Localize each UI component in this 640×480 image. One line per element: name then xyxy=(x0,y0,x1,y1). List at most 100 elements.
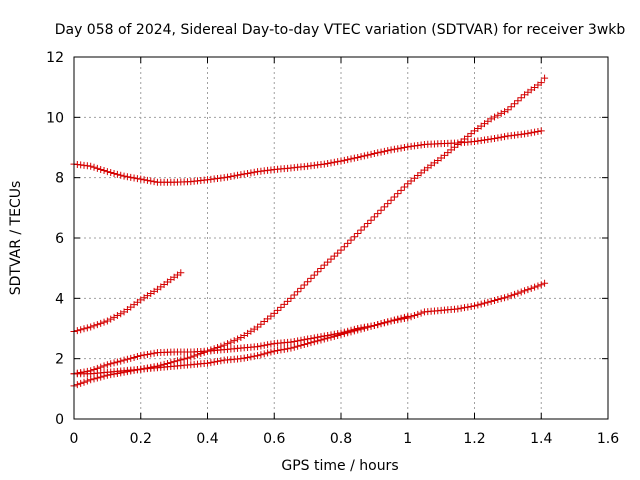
data-point-marker xyxy=(387,317,395,325)
data-point-marker xyxy=(250,168,258,176)
y-tick-label: 8 xyxy=(55,171,64,187)
data-point-marker xyxy=(327,333,335,341)
data-point-marker xyxy=(320,160,328,168)
data-point-marker xyxy=(400,313,408,321)
y-tick-label: 10 xyxy=(46,110,64,126)
data-point-marker xyxy=(304,278,312,286)
data-point-marker xyxy=(137,175,145,183)
data-point-marker xyxy=(460,304,468,312)
data-point-marker xyxy=(340,330,348,338)
data-point-marker xyxy=(270,347,278,355)
data-point-marker xyxy=(457,304,465,312)
data-point-marker xyxy=(307,339,315,347)
data-point-marker xyxy=(384,318,392,326)
data-point-marker xyxy=(534,128,542,136)
data-point-marker xyxy=(284,345,292,353)
data-point-marker xyxy=(73,381,81,389)
data-point-marker xyxy=(83,324,91,332)
data-point-marker xyxy=(491,296,499,304)
data-point-marker xyxy=(93,321,101,329)
data-point-marker xyxy=(491,134,499,142)
axis-ticks: 0 0.2 0.4 0.6 0.8 1 1.2 1.4 1.6 0 2 4 6 8 10 12 xyxy=(46,50,619,447)
data-point-marker xyxy=(487,115,495,123)
data-point-marker xyxy=(320,335,328,343)
data-point-marker xyxy=(494,134,502,142)
data-point-marker xyxy=(103,168,111,176)
data-point-marker xyxy=(80,378,88,386)
data-point-marker xyxy=(113,170,121,178)
data-point-marker xyxy=(257,342,265,350)
data-point-marker xyxy=(107,169,115,177)
data-point-marker xyxy=(397,186,405,194)
data-point-marker xyxy=(120,172,128,180)
data-point-marker xyxy=(531,283,539,291)
data-point-marker xyxy=(384,147,392,155)
data-point-marker xyxy=(537,127,545,135)
data-point-marker xyxy=(193,351,201,359)
data-point-marker xyxy=(103,317,111,325)
data-point-marker xyxy=(367,150,375,158)
data-point-marker xyxy=(340,243,348,251)
x-tick-label: 0.4 xyxy=(196,431,218,447)
data-point-marker xyxy=(267,340,275,348)
data-point-marker xyxy=(307,274,315,282)
data-point-marker xyxy=(227,338,235,346)
data-point-marker xyxy=(334,331,342,339)
data-point-marker xyxy=(287,344,295,352)
data-point-marker xyxy=(324,334,332,342)
data-point-marker xyxy=(537,281,545,289)
grid-lines xyxy=(74,57,608,419)
data-point-marker xyxy=(264,341,272,349)
data-point-marker xyxy=(260,350,268,358)
data-point-marker xyxy=(214,357,222,365)
data-point-marker xyxy=(494,296,502,304)
data-point-marker xyxy=(280,300,288,308)
data-point-marker xyxy=(494,111,502,119)
data-point-marker xyxy=(270,309,278,317)
data-point-marker xyxy=(113,312,121,320)
data-point-marker xyxy=(217,357,225,365)
data-point-marker xyxy=(93,164,101,172)
data-point-marker xyxy=(360,324,368,332)
data-point-marker xyxy=(394,315,402,323)
data-point-marker xyxy=(143,350,151,358)
data-point-marker xyxy=(330,252,338,260)
data-point-marker xyxy=(247,169,255,177)
data-point-marker xyxy=(507,292,515,300)
data-point-marker xyxy=(370,150,378,158)
y-tick-label: 4 xyxy=(55,291,64,307)
data-point-marker xyxy=(467,302,475,310)
data-point-marker xyxy=(254,352,262,360)
series-satellite-D xyxy=(70,74,549,390)
data-point-marker xyxy=(103,361,111,369)
y-tick-label: 2 xyxy=(55,352,64,368)
y-tick-label: 12 xyxy=(46,50,64,66)
data-point-marker xyxy=(497,133,505,141)
data-point-marker xyxy=(77,379,85,387)
y-tick-label: 6 xyxy=(55,231,64,247)
x-tick-label: 0.8 xyxy=(330,431,352,447)
data-point-marker xyxy=(537,79,545,87)
data-point-marker xyxy=(524,129,532,137)
data-point-marker xyxy=(541,279,549,287)
data-point-marker xyxy=(337,157,345,165)
x-tick-label: 1 xyxy=(403,431,412,447)
data-point-marker xyxy=(471,302,478,310)
data-point-marker xyxy=(287,338,295,346)
x-tick-label: 0 xyxy=(70,431,79,447)
x-tick-label: 1.2 xyxy=(463,431,485,447)
data-point-marker xyxy=(357,325,365,333)
data-point-marker xyxy=(517,288,525,296)
data-point-marker xyxy=(197,350,205,358)
data-point-marker xyxy=(521,287,529,295)
data-point-marker xyxy=(377,320,385,328)
data-point-marker xyxy=(274,306,282,314)
data-point-marker xyxy=(354,153,362,161)
data-point-marker xyxy=(294,288,302,296)
data-point-marker xyxy=(374,149,382,157)
data-point-marker xyxy=(110,169,118,177)
data-point-marker xyxy=(284,297,292,305)
data-point-marker xyxy=(337,331,345,339)
data-point-marker xyxy=(377,148,385,156)
data-point-marker xyxy=(384,200,392,208)
